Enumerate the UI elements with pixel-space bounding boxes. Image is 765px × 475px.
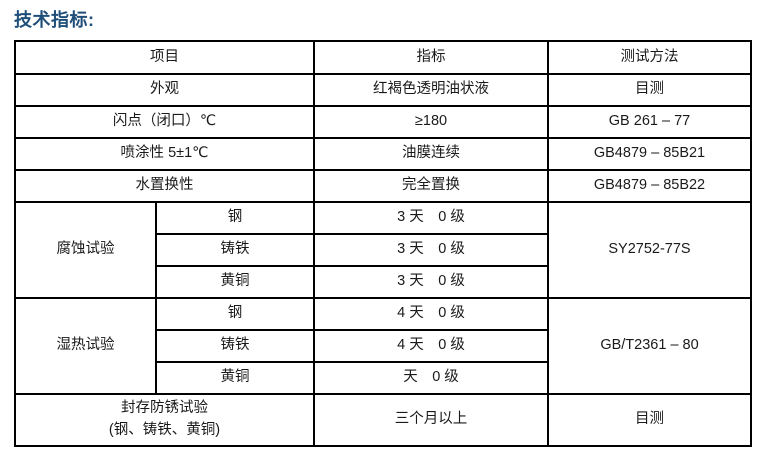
cell-indicator: 三个月以上: [313, 393, 549, 447]
cell-method: GB 261 – 77: [547, 105, 752, 139]
cell-method: GB4879 – 85B21: [547, 137, 752, 171]
spec-table: 项目 指标 测试方法 外观 红褐色透明油状液 目测 闪点（闭口）℃ ≥180 G…: [14, 40, 752, 447]
cell-item-sealed-rust: 封存防锈试验 (钢、铸铁、黄铜): [14, 393, 315, 447]
header-item: 项目: [14, 40, 315, 75]
table-row-humidheat-brass: 黄铜 天 0 级: [15, 361, 751, 395]
cell-item: 水置换性: [14, 169, 315, 203]
table-row-sealed-rust-test: 封存防锈试验 (钢、铸铁、黄铜) 三个月以上 目测: [14, 393, 752, 447]
cell-method: GB4879 – 85B22: [547, 169, 752, 203]
cell-material: 钢: [155, 297, 315, 331]
table-row-sprayability: 喷涂性 5±1℃ 油膜连续 GB4879 – 85B21: [14, 137, 752, 171]
cell-material: 黄铜: [155, 265, 315, 299]
table-row-water-displacement: 水置换性 完全置换 GB4879 – 85B22: [14, 169, 752, 203]
cell-indicator: 完全置换: [313, 169, 549, 203]
table-row-humidheat-steel: 湿热试验 钢 4 天 0 级 GB/T2361 – 80: [14, 297, 752, 395]
cell-item: 外观: [14, 73, 315, 107]
header-indicator: 指标: [313, 40, 549, 75]
cell-indicator: 4 天 0 级: [313, 329, 549, 363]
cell-method-humid-heat: GB/T2361 – 80: [547, 297, 752, 395]
cell-indicator: 4 天 0 级: [313, 297, 549, 331]
cell-method: 目测: [547, 73, 752, 107]
cell-indicator: 3 天 0 级: [313, 201, 549, 235]
cell-item-line1: 封存防锈试验: [121, 400, 208, 417]
cell-item: 喷涂性 5±1℃: [14, 137, 315, 171]
cell-indicator: 3 天 0 级: [313, 265, 549, 299]
cell-item-line2: (钢、铸铁、黄铜): [108, 422, 221, 438]
cell-indicator: 油膜连续: [313, 137, 549, 171]
table-row-corrosion-steel: 腐蚀试验 钢 3 天 0 级 SY2752-77S: [14, 201, 752, 299]
cell-material: 黄铜: [155, 361, 315, 395]
table-row-flash-point: 闪点（闭口）℃ ≥180 GB 261 – 77: [14, 105, 752, 139]
group-label-corrosion: 腐蚀试验: [14, 201, 157, 299]
cell-indicator: 红褐色透明油状液: [313, 73, 549, 107]
table-row-appearance: 外观 红褐色透明油状液 目测: [14, 73, 752, 107]
cell-method-corrosion: SY2752-77S: [547, 201, 752, 299]
cell-indicator: 3 天 0 级: [313, 233, 549, 267]
table-row-corrosion-brass: 黄铜 3 天 0 级: [15, 265, 751, 299]
cell-material: 铸铁: [155, 233, 315, 267]
cell-material: 钢: [155, 201, 315, 235]
cell-method: 目测: [547, 393, 752, 447]
cell-item: 闪点（闭口）℃: [14, 105, 315, 139]
table-row-humidheat-cast-iron: 铸铁 4 天 0 级: [15, 329, 751, 363]
cell-material: 铸铁: [155, 329, 315, 363]
cell-indicator: 天 0 级: [313, 361, 549, 395]
table-header-row: 项目 指标 测试方法: [14, 40, 752, 75]
header-method: 测试方法: [547, 40, 752, 75]
page-title: 技术指标:: [14, 10, 95, 30]
group-label-humid-heat: 湿热试验: [14, 297, 157, 395]
cell-indicator: ≥180: [313, 105, 549, 139]
table-row-corrosion-cast-iron: 铸铁 3 天 0 级: [15, 233, 751, 267]
